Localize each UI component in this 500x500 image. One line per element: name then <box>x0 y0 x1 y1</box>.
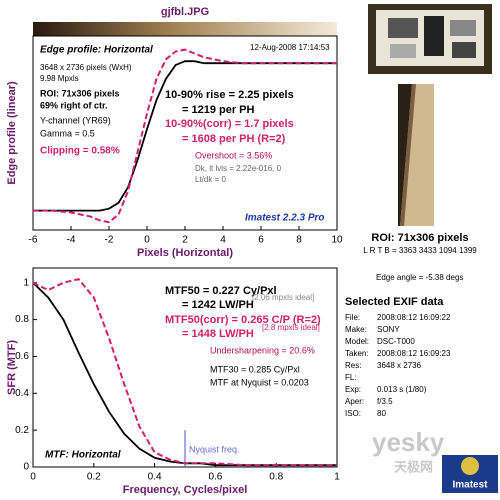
file-title: gjfbl.JPG <box>161 6 209 18</box>
x-tick-label: -2 <box>105 235 114 246</box>
exif-label: Taken: <box>345 349 369 358</box>
annotation: = 1219 per PH <box>182 104 255 116</box>
annotation: 10-90%(corr) = 1.7 pixels <box>165 118 294 130</box>
x-tick-label: 1 <box>334 472 340 483</box>
annotation: Lt/dk = 0 <box>195 175 226 184</box>
exif-label: FL: <box>345 373 357 382</box>
annotation: Gamma = 0.5 <box>40 128 95 138</box>
annotation: = 1242 LW/PH <box>182 299 254 311</box>
annotation: = 1448 LW/PH <box>182 328 254 340</box>
watermark-text: yesky <box>372 427 445 457</box>
annotation: MTF50(corr) = 0.265 C/P (R=2) <box>165 314 321 326</box>
annotation: Imatest 2.2.3 Pro <box>245 213 324 224</box>
x-tick-label: 0 <box>144 235 150 246</box>
exif-value: 0.013 s (1/80) <box>377 385 427 394</box>
x-tick-label: 0.6 <box>208 472 222 483</box>
annotation: Undersharpening = 20.6% <box>210 345 315 355</box>
exif-label: Make: <box>345 325 367 334</box>
x-axis-label: Pixels (Horizontal) <box>137 247 233 259</box>
exif-label: Exp: <box>345 385 361 394</box>
x-tick-label: 8 <box>296 235 302 246</box>
annotation: Y-channel (YR69) <box>40 115 111 125</box>
exif-value: 2008:08:12 16:09:22 <box>377 313 451 322</box>
x-tick-label: 4 <box>220 235 226 246</box>
roi-size: ROI: 71x306 pixels <box>371 232 468 244</box>
exif-label: Model: <box>345 337 369 346</box>
exif-title: Selected EXIF data <box>345 296 444 308</box>
annotation: ROI: 71x306 pixels <box>40 88 120 98</box>
exif-value: DSC-T000 <box>377 337 415 346</box>
x-tick-label: 0.2 <box>87 472 101 483</box>
annotation: 9.98 Mpxls <box>40 74 79 83</box>
y-tick-label: 1 <box>23 277 29 288</box>
y-tick-label: 0 <box>23 462 29 473</box>
annotation: 12-Aug-2008 17:14:53 <box>250 43 330 52</box>
exif-value: 80 <box>377 409 386 418</box>
y-tick-label: 0.6 <box>15 351 29 362</box>
edge-angle: Edge angle = -5.38 degs <box>376 273 463 282</box>
y-tick-label: 0.8 <box>15 314 29 325</box>
annotation: MTF50 = 0.227 Cy/Pxl <box>165 285 277 297</box>
roi-crop <box>398 84 434 226</box>
gradient-strip <box>33 22 337 36</box>
series-line <box>33 48 337 224</box>
series-line <box>33 60 337 212</box>
roi-lrtb: L R T B = 3363 3433 1094 1399 <box>363 246 477 255</box>
x-tick-label: 0 <box>30 472 36 483</box>
exif-value: 2008:08:12 16:09:23 <box>377 349 451 358</box>
annotation: Clipping = 0.58% <box>40 146 120 157</box>
exif-label: Res: <box>345 361 361 370</box>
annotation: MTF: Horizontal <box>45 450 121 461</box>
exif-value: f/3.5 <box>377 397 393 406</box>
logo-text: Imatest <box>452 480 488 491</box>
watermark: yesky 天极网 Imatest <box>372 427 498 493</box>
nyquist-label: Nyquist freq. <box>189 444 240 454</box>
x-tick-label: 0.8 <box>269 472 283 483</box>
series-line <box>32 277 337 467</box>
y-tick-label: 0.2 <box>15 425 29 436</box>
exif-value: 3648 x 2736 <box>377 361 422 370</box>
x-tick-label: 6 <box>258 235 264 246</box>
annotation: Dk, lt lvls = 2.22e-016, 0 <box>195 164 282 173</box>
exif-label: File: <box>345 313 360 322</box>
annotation: 10-90% rise = 2.25 pixels <box>165 89 294 101</box>
annotation: 3648 x 2736 pixels (WxH) <box>40 63 132 72</box>
annotation: MTF at Nyquist = 0.0203 <box>210 377 309 387</box>
x-tick-label: 2 <box>182 235 188 246</box>
y-tick-label: 0.4 <box>15 388 29 399</box>
y-axis-label: Edge profile (linear) <box>6 81 18 185</box>
thumbnail <box>368 4 492 74</box>
x-tick-label: -4 <box>67 235 76 246</box>
annotation: = 1608 per PH (R=2) <box>182 133 286 145</box>
watermark-cn: 天极网 <box>394 459 433 474</box>
x-tick-label: 0.4 <box>148 472 162 483</box>
annotation: 69% right of ctr. <box>40 100 108 110</box>
annotation: Edge profile: Horizontal <box>40 45 153 56</box>
x-tick-label: -6 <box>29 235 38 246</box>
y-axis-label: SFR (MTF) <box>6 340 18 395</box>
annotation: Overshoot = 3.56% <box>195 150 272 160</box>
exif-value: SONY <box>377 325 400 334</box>
annotation: [2.06 mpxls ideal] <box>252 293 314 302</box>
exif-label: ISO: <box>345 409 361 418</box>
annotation: [2.8 mpxls ideal] <box>262 323 320 332</box>
x-axis-label: Frequency, Cycles/pixel <box>123 484 248 496</box>
exif-label: Aper: <box>345 397 364 406</box>
plot-area <box>32 35 338 231</box>
annotation: MTF30 = 0.285 Cy/Pxl <box>210 364 300 374</box>
x-tick-label: 10 <box>331 235 343 246</box>
